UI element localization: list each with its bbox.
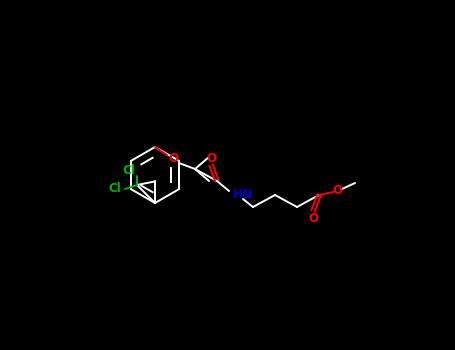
Text: Cl: Cl: [109, 182, 121, 196]
Text: O: O: [308, 211, 318, 224]
Text: O: O: [332, 184, 342, 197]
Text: HN: HN: [233, 189, 253, 202]
Text: O: O: [168, 153, 178, 166]
Text: Cl: Cl: [123, 164, 136, 177]
Text: O: O: [206, 153, 216, 166]
